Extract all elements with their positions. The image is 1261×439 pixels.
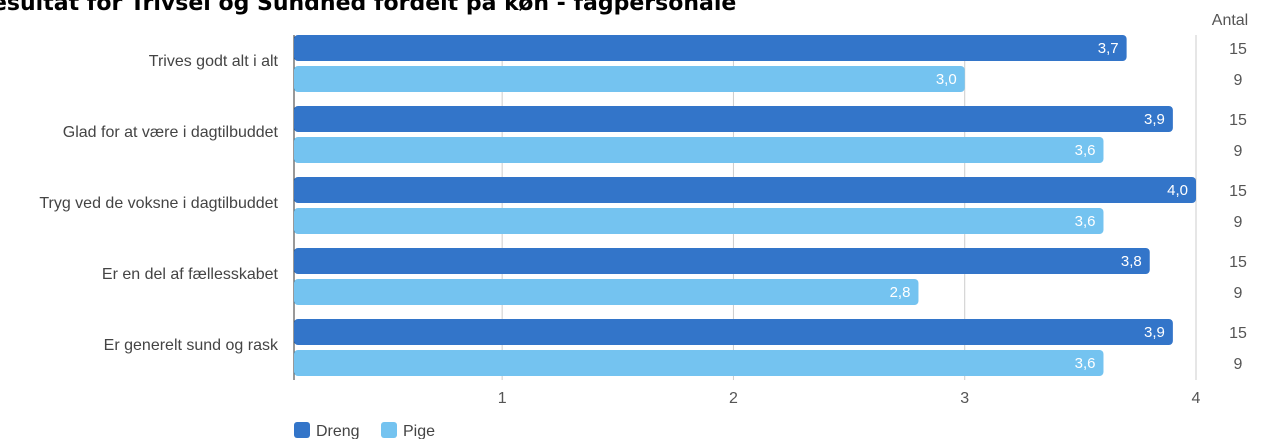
bar-value-label: 3,8 (1121, 253, 1142, 270)
bar-dreng (294, 248, 1150, 274)
bars: 3,7 3,0 3,9 3,6 4,0 3,6 3,8 2,8 3,9 3,6 (294, 35, 1196, 376)
count-value: 9 (1234, 143, 1243, 160)
bar-dreng (294, 106, 1173, 132)
category-label: Trives godt alt i alt (149, 53, 279, 70)
count-value: 9 (1234, 285, 1243, 302)
legend-label: Dreng (316, 423, 360, 439)
legend: Dreng Pige (294, 422, 435, 439)
x-tick-label: 2 (729, 390, 738, 407)
category-labels: Trives godt alt i alt Glad for at være i … (39, 53, 279, 354)
bar-value-label: 3,9 (1144, 111, 1165, 128)
x-tick-label: 1 (498, 390, 507, 407)
category-label: Tryg ved de voksne i dagtilbuddet (39, 195, 278, 212)
count-value: 15 (1229, 325, 1247, 342)
bar-value-label: 4,0 (1167, 182, 1188, 199)
count-value: 9 (1234, 72, 1243, 89)
count-value: 15 (1229, 183, 1247, 200)
bar-value-label: 3,6 (1075, 213, 1096, 230)
bar-value-label: 3,9 (1144, 324, 1165, 341)
bar-value-label: 3,6 (1075, 142, 1096, 159)
category-label: Er generelt sund og rask (104, 337, 279, 354)
bar-dreng (294, 177, 1196, 203)
bar-pige (294, 279, 919, 305)
bar-value-label: 3,6 (1075, 355, 1096, 372)
bar-pige (294, 66, 965, 92)
bar-value-label: 2,8 (890, 284, 911, 301)
count-value: 9 (1234, 214, 1243, 231)
x-tick-label: 3 (960, 390, 969, 407)
legend-swatch-pige (381, 422, 397, 438)
count-value: 9 (1234, 356, 1243, 373)
x-axis-ticks: 1 2 3 4 (498, 390, 1201, 407)
category-label: Er en del af fællesskabet (102, 266, 279, 283)
bar-pige (294, 208, 1104, 234)
bar-dreng (294, 319, 1173, 345)
legend-label: Pige (403, 423, 435, 439)
legend-swatch-dreng (294, 422, 310, 438)
bar-pige (294, 137, 1104, 163)
bar-value-label: 3,0 (936, 71, 957, 88)
count-value: 15 (1229, 112, 1247, 129)
count-header: Antal (1212, 12, 1248, 29)
category-label: Glad for at være i dagtilbuddet (63, 124, 279, 141)
count-value: 15 (1229, 254, 1247, 271)
bar-value-label: 3,7 (1098, 40, 1119, 57)
chart-title: esultat for Trivsel og Sundhed fordelt p… (0, 0, 736, 16)
count-column: 15 9 15 9 15 9 15 9 15 9 (1229, 41, 1247, 373)
count-value: 15 (1229, 41, 1247, 58)
x-tick-label: 4 (1192, 390, 1201, 407)
bar-dreng (294, 35, 1127, 61)
bar-pige (294, 350, 1104, 376)
